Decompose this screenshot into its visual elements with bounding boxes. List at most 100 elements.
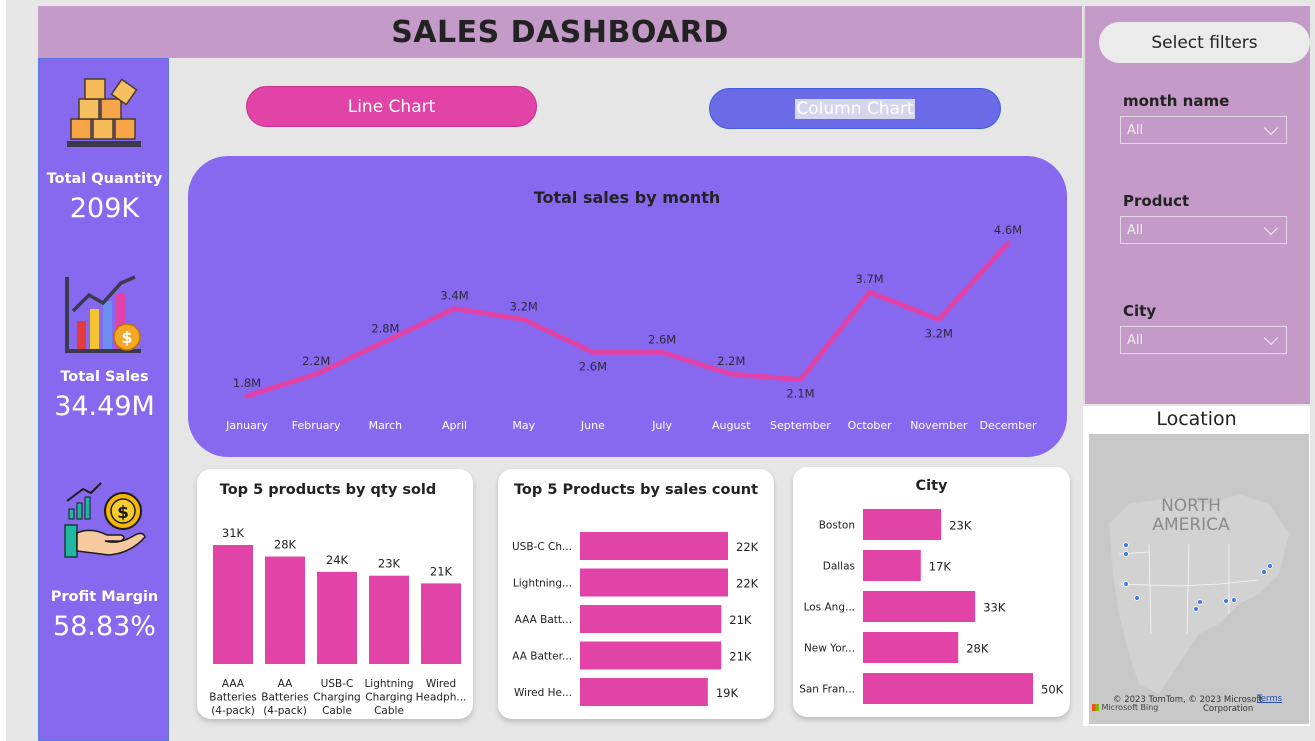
data-label: 23K [949,519,972,533]
product-filter-value: All [1127,223,1144,238]
hbar [580,641,722,670]
y-tick-label: San Fran... [799,684,855,696]
month-filter-dropdown[interactable]: All [1120,116,1287,144]
qty-chart-card: Top 5 products by qty sold 31K AAA Batterie… [197,469,473,719]
line-point [314,372,319,377]
hbar [863,591,976,622]
qty-bar [369,575,409,664]
location-map[interactable]: NORTH AMERICA [1089,434,1309,724]
map-terms-link[interactable]: Terms [1257,694,1283,704]
line-chart: Total sales by month 1.8M January 2.2M Febru… [225,188,1037,432]
data-label: 2.6M [579,359,607,373]
data-label: 17K [929,560,952,574]
data-label: 2.6M [648,332,676,346]
filter-label-month: month name [1123,92,1230,110]
sales-count-bar-chart: Top 5 Products by sales count USB-C Ch...… [512,482,759,706]
x-tick-label: October [848,419,892,432]
data-label: 3.2M [510,300,538,314]
kpi-profit-margin: Profit Margin 58.83% [39,589,170,642]
hbar [580,568,728,597]
hbar [863,550,921,581]
map-graphic: NORTH AMERICA [1089,434,1309,724]
line-point [867,290,872,295]
page-title: SALES DASHBOARD [391,14,729,50]
x-tick-label: March [369,419,403,432]
select-filters-label: Select filters [1151,32,1258,53]
kpi-label: Total Quantity [46,171,163,187]
x-tick-label: USB-C Charging Cable [313,678,360,717]
data-label: 28K [966,642,989,656]
y-tick-label: Lightning... [513,578,572,590]
money-hand-icon: $ [64,482,146,558]
hbar [580,532,728,560]
sales-line-series [244,240,1011,399]
y-tick-label: AAA Batt... [515,614,572,626]
line-point [383,339,388,344]
filter-label-city: City [1123,302,1157,320]
y-tick-label: Los Ang... [804,602,855,614]
line-chart-button[interactable]: Line Chart [246,86,537,127]
y-tick-label: Wired He... [514,687,572,699]
microsoft-logo-icon [1092,704,1099,711]
filter-label-product: Product [1123,192,1190,210]
data-label: 23K [378,557,401,571]
hbar [863,509,942,540]
map-credit-2: Corporation [1203,704,1254,714]
kpi-total-sales: Total Sales 34.49M [39,369,170,422]
location-map-card: Location NORTH AMERICA © 2023 TomTom, © … [1083,406,1310,726]
line-point [936,317,941,322]
kpi-label: Total Sales [60,369,149,385]
data-label: 22K [736,577,759,591]
data-label: 21K [729,613,752,627]
line-point [798,377,803,382]
map-credit: © 2023 TomTom, © 2023 Microsoft [1113,695,1263,705]
sales-chart-icon: $ [65,275,141,353]
city-filter-dropdown[interactable]: All [1120,326,1287,354]
x-tick-label: Wired Headph... [416,678,467,704]
data-label: 2.8M [371,321,399,335]
line-point [521,317,526,322]
svg-text:$: $ [121,328,132,347]
data-label: 4.6M [994,223,1022,237]
line-chart-card: Total sales by month 1.8M January 2.2M Febru… [188,156,1067,457]
data-label: 2.2M [717,354,745,368]
data-label: 3.2M [925,327,953,341]
data-label: 21K [430,564,453,578]
qty-bar-chart: Top 5 products by qty sold 31K AAA Batterie… [209,482,467,717]
svg-text:$: $ [117,503,129,523]
hbar [580,678,708,706]
qty-bar [421,583,461,664]
data-label: 19K [716,686,739,700]
month-filter-value: All [1127,123,1144,138]
data-label: 33K [983,601,1006,615]
data-label: 22K [736,540,759,554]
x-tick-label: August [712,419,751,432]
column-chart-button[interactable]: Column Chart [709,88,1001,129]
data-label: 24K [326,553,349,567]
data-label: 31K [222,526,245,540]
y-tick-label: Dallas [823,561,855,573]
y-tick-label: USB-C Ch... [512,541,572,553]
data-label: 3.7M [856,272,884,286]
city-bar-chart: City Boston 23K Dallas 17K Los Ang... 33K New Y… [799,478,1064,704]
x-tick-label: November [910,419,968,432]
kpi-value: 209K [69,193,140,224]
kpi-value: 34.49M [54,391,155,422]
x-tick-label: AA Batteries (4-pack) [261,678,309,717]
kpi-value: 58.83% [53,611,156,642]
chart-title: Total sales by month [534,188,721,207]
hbar [863,673,1033,704]
product-filter-dropdown[interactable]: All [1120,216,1287,244]
select-filters-button[interactable]: Select filters [1099,22,1310,63]
bing-logo: Microsoft Bing [1092,703,1158,712]
data-label: 3.4M [440,289,468,303]
chevron-down-icon [1263,330,1279,346]
x-tick-label: June [580,419,605,432]
line-point [729,372,734,377]
map-region-label: NORTH [1161,496,1221,516]
line-point [590,350,595,355]
line-point [1006,241,1010,245]
header-bar: SALES DASHBOARD [38,6,1082,58]
data-label: 2.2M [302,354,330,368]
boxes-icon [67,78,141,147]
